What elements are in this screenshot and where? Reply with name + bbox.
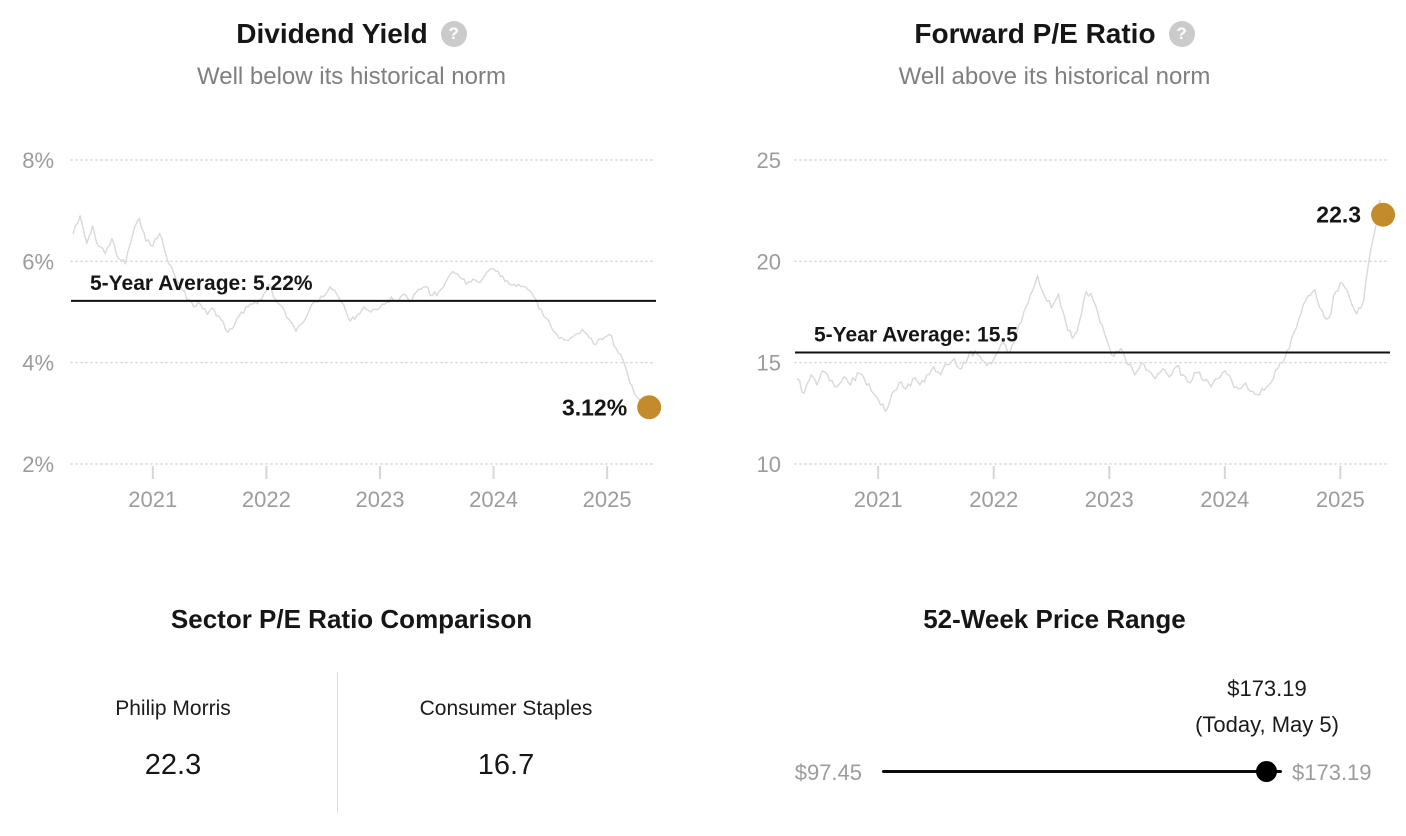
- current-value-label: 22.3: [1316, 202, 1361, 228]
- forward-pe-chart: 25 20 15 10 2021 2022 2023 2024 2025 5-Year Avera…: [757, 148, 1396, 512]
- current-value-dot: [637, 395, 662, 420]
- y-tick-label: 6%: [22, 249, 54, 274]
- y-tick-label: 15: [757, 351, 781, 376]
- section-title: 52-Week Price Range: [923, 604, 1186, 634]
- y-tick-label: 4%: [22, 351, 54, 376]
- x-tick-label: 2022: [969, 487, 1018, 512]
- x-tick-label: 2023: [1085, 487, 1134, 512]
- forward-pe-card: Forward P/E Ratio ? Well above its histo…: [703, 0, 1406, 560]
- dividend-yield-chart: 8% 6% 4% 2% 2021 2022 2023 2024 2025 5-Year Avera…: [22, 148, 662, 512]
- comparison-value: 22.3: [144, 749, 202, 781]
- today-price-value: $173.19: [1227, 676, 1307, 701]
- x-tick-label: 2021: [854, 487, 903, 512]
- current-value-label: 3.12%: [562, 394, 627, 420]
- comparison-label: Consumer Staples: [419, 697, 593, 720]
- vertical-divider: [337, 673, 338, 813]
- y-tick-label: 8%: [22, 148, 54, 173]
- y-tick-label: 25: [757, 148, 781, 173]
- chart-header: Dividend Yield ? Well below its historic…: [0, 0, 703, 91]
- help-icon[interactable]: ?: [440, 21, 467, 47]
- x-tick-label: 2024: [469, 487, 518, 512]
- series-line: [72, 215, 650, 408]
- dividend-yield-card: Dividend Yield ? Well below its historic…: [0, 0, 703, 560]
- x-tick-label: 2023: [355, 487, 404, 512]
- today-price-dot: [1256, 761, 1277, 782]
- average-label: 5-Year Average: 5.22%: [90, 272, 313, 295]
- x-tick-label: 2024: [1200, 487, 1249, 512]
- help-icon[interactable]: ?: [1168, 21, 1195, 47]
- price-range-track: [882, 770, 1282, 773]
- today-price-caption: (Today, May 5): [1195, 712, 1339, 737]
- y-tick-label: 10: [757, 452, 781, 477]
- price-range-section: 52-Week Price Range $173.19 (Today, May …: [703, 560, 1406, 836]
- chart-subtitle: Well above its historical norm: [898, 63, 1211, 90]
- series-line: [796, 199, 1384, 412]
- comparison-label: Philip Morris: [115, 697, 231, 720]
- x-tick-label: 2025: [583, 487, 632, 512]
- range-low-label: $97.45: [794, 760, 862, 785]
- x-tick-label: 2025: [1316, 487, 1365, 512]
- y-tick-label: 20: [757, 249, 781, 274]
- x-tick-label: 2021: [128, 487, 177, 512]
- chart-title-dividend-yield: Dividend Yield: [236, 18, 428, 49]
- average-label: 5-Year Average: 15.5: [814, 324, 1018, 347]
- current-value-dot: [1371, 202, 1396, 227]
- range-high-label: $173.19: [1292, 760, 1372, 785]
- section-title: Sector P/E Ratio Comparison: [170, 604, 533, 634]
- today-price-annotation: $173.19 (Today, May 5): [1195, 676, 1339, 738]
- chart-subtitle: Well below its historical norm: [197, 63, 506, 90]
- chart-title-forward-pe: Forward P/E Ratio: [914, 18, 1156, 49]
- comparison-column-consumer-staples: Consumer Staples 16.7: [391, 697, 621, 782]
- comparison-value: 16.7: [477, 749, 535, 781]
- comparison-column-philip-morris: Philip Morris 22.3: [58, 697, 288, 782]
- y-tick-label: 2%: [22, 452, 54, 477]
- chart-header: Forward P/E Ratio ? Well above its histo…: [703, 0, 1406, 91]
- x-tick-label: 2022: [242, 487, 291, 512]
- sector-pe-comparison-section: Sector P/E Ratio Comparison Philip Morri…: [0, 560, 703, 836]
